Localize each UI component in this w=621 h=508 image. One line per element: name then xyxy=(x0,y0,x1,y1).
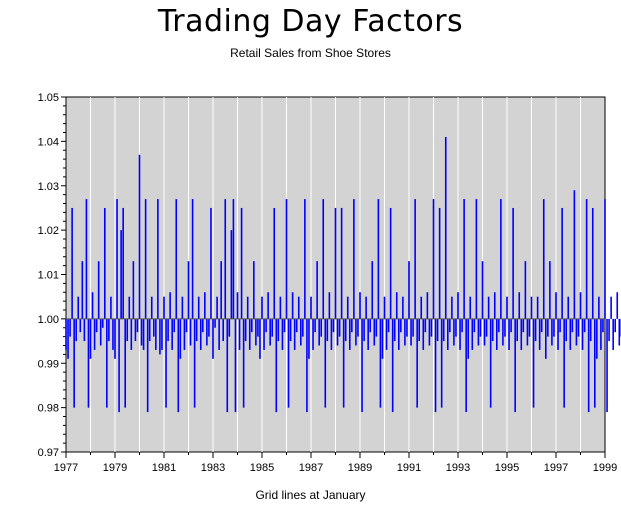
y-tick-label: 0.97 xyxy=(38,447,59,459)
needle-series xyxy=(65,136,621,413)
y-tick-label: 0.98 xyxy=(38,403,59,415)
x-axis: 1977 1979 1981 1983 1985 1987 1989 1991 1993 1995… xyxy=(54,452,617,474)
x-tick-label: 1999 xyxy=(593,462,617,474)
x-tick-label: 1995 xyxy=(495,462,519,474)
chart-title: Trading Day Factors xyxy=(157,4,464,39)
x-tick-label: 1993 xyxy=(446,462,470,474)
chart-subtitle: Retail Sales from Shoe Stores xyxy=(230,46,391,60)
x-tick-label: 1987 xyxy=(299,462,323,474)
x-tick-label: 1989 xyxy=(348,462,372,474)
x-tick-label: 1991 xyxy=(397,462,421,474)
y-tick-label: 1.01 xyxy=(38,270,59,282)
x-tick-label: 1979 xyxy=(103,462,127,474)
x-tick-label: 1977 xyxy=(54,462,78,474)
y-tick-label: 1.03 xyxy=(38,181,59,193)
y-tick-label: 0.99 xyxy=(38,358,59,370)
x-tick-label: 1985 xyxy=(250,462,274,474)
x-tick-label: 1981 xyxy=(152,462,176,474)
y-axis: 0.97 0.98 0.99 1.00 1.01 1.02 1.03 1.04 1.05 xyxy=(38,92,66,459)
y-tick-label: 1.05 xyxy=(38,92,59,104)
x-tick-label: 1997 xyxy=(544,462,568,474)
y-tick-label: 1.00 xyxy=(38,314,59,326)
y-tick-label: 1.04 xyxy=(38,136,59,148)
y-tick-label: 1.02 xyxy=(38,225,59,237)
x-axis-caption: Grid lines at January xyxy=(255,488,366,502)
x-tick-label: 1983 xyxy=(201,462,225,474)
